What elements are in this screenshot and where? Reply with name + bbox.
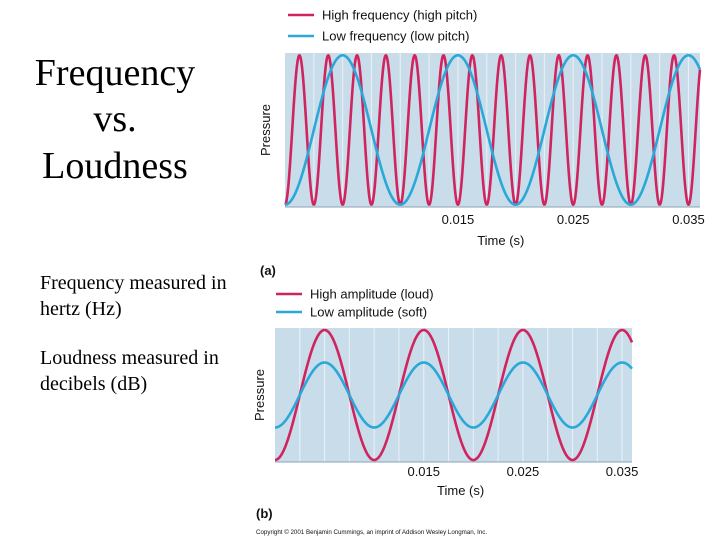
y-axis-label: Pressure xyxy=(252,369,267,421)
chart-amplitude: High amplitude (loud) Low amplitude (soft… xyxy=(252,287,638,522)
panel-label: (a) xyxy=(260,263,276,278)
legend-label-1: Low frequency (low pitch) xyxy=(322,29,469,44)
x-tick-label: 0.035 xyxy=(672,212,705,227)
panel-label: (b) xyxy=(256,506,273,521)
x-axis-label: Time (s) xyxy=(437,483,484,498)
x-axis-label: Time (s) xyxy=(477,233,524,248)
x-tick-label: 0.035 xyxy=(606,464,639,479)
legend-label-0: High amplitude (loud) xyxy=(310,287,434,302)
x-tick-label: 0.015 xyxy=(442,212,475,227)
legend-label-0: High frequency (high pitch) xyxy=(322,8,477,23)
copyright-credit: Copyright © 2001 Benjamin Cummings, an i… xyxy=(256,529,487,536)
y-axis-label: Pressure xyxy=(258,104,273,156)
plot-area xyxy=(275,328,632,462)
legend-label-1: Low amplitude (soft) xyxy=(310,305,427,320)
x-tick-label: 0.015 xyxy=(407,464,440,479)
x-tick-label: 0.025 xyxy=(507,464,540,479)
x-tick-label: 0.025 xyxy=(557,212,590,227)
chart-frequency: High frequency (high pitch) Low frequency… xyxy=(258,8,705,279)
